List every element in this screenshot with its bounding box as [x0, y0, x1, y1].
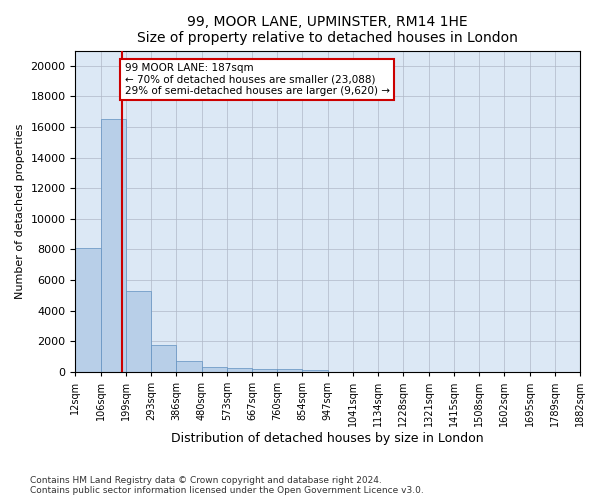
Bar: [101, 120, 126, 372]
Bar: [151, 345, 176, 372]
Bar: [252, 368, 277, 372]
Text: 99 MOOR LANE: 187sqm
← 70% of detached houses are smaller (23,088)
29% of semi-d: 99 MOOR LANE: 187sqm ← 70% of detached h…: [125, 63, 389, 96]
Bar: [277, 370, 302, 372]
Bar: [227, 368, 252, 372]
Text: Contains HM Land Registry data © Crown copyright and database right 2024.
Contai: Contains HM Land Registry data © Crown c…: [30, 476, 424, 495]
Bar: [202, 366, 227, 372]
Y-axis label: Number of detached properties: Number of detached properties: [15, 124, 25, 299]
Bar: [76, 248, 101, 372]
X-axis label: Distribution of detached houses by size in London: Distribution of detached houses by size …: [172, 432, 484, 445]
Bar: [126, 291, 151, 372]
Bar: [302, 370, 328, 372]
Title: 99, MOOR LANE, UPMINSTER, RM14 1HE
Size of property relative to detached houses : 99, MOOR LANE, UPMINSTER, RM14 1HE Size …: [137, 15, 518, 45]
Bar: [176, 361, 202, 372]
